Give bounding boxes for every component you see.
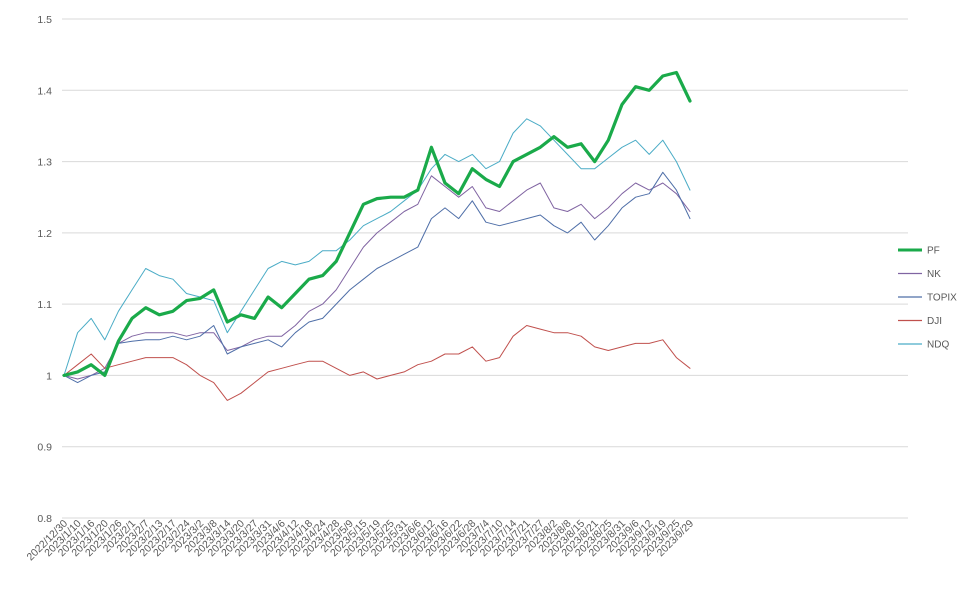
x-axis-ticks: 2022/12/302023/1/102023/1/162023/1/20202…: [24, 518, 696, 564]
y-tick-label: 1.2: [37, 228, 52, 240]
y-tick-label: 0.8: [37, 513, 52, 525]
legend-label-topix: TOPIX: [927, 293, 957, 304]
legend-label-dji: DJI: [927, 316, 942, 327]
series-line-ndq: [63, 118, 691, 376]
legend-label-ndq: NDQ: [927, 340, 949, 351]
y-tick-label: 1.1: [37, 299, 52, 311]
y-axis: 0.8 0.9 1 1.1 1.2 1.3 1.4 1.5: [37, 14, 52, 525]
series-line-nk: [63, 175, 691, 380]
y-tick-label: 0.9: [37, 442, 52, 454]
series-line-dji: [63, 325, 691, 401]
series-line-pf: [62, 70, 692, 377]
legend: PF NK TOPIX DJI NDQ: [898, 246, 957, 351]
y-tick-label: 1.5: [37, 14, 52, 26]
series-lines: [62, 70, 692, 401]
y-tick-label: 1: [46, 370, 52, 382]
gridlines: [62, 18, 908, 519]
y-tick-label: 1.4: [37, 85, 52, 97]
y-tick-label: 1.3: [37, 157, 52, 169]
legend-label-pf: PF: [927, 246, 940, 257]
legend-label-nk: NK: [927, 269, 941, 280]
series-line-topix: [63, 171, 691, 384]
